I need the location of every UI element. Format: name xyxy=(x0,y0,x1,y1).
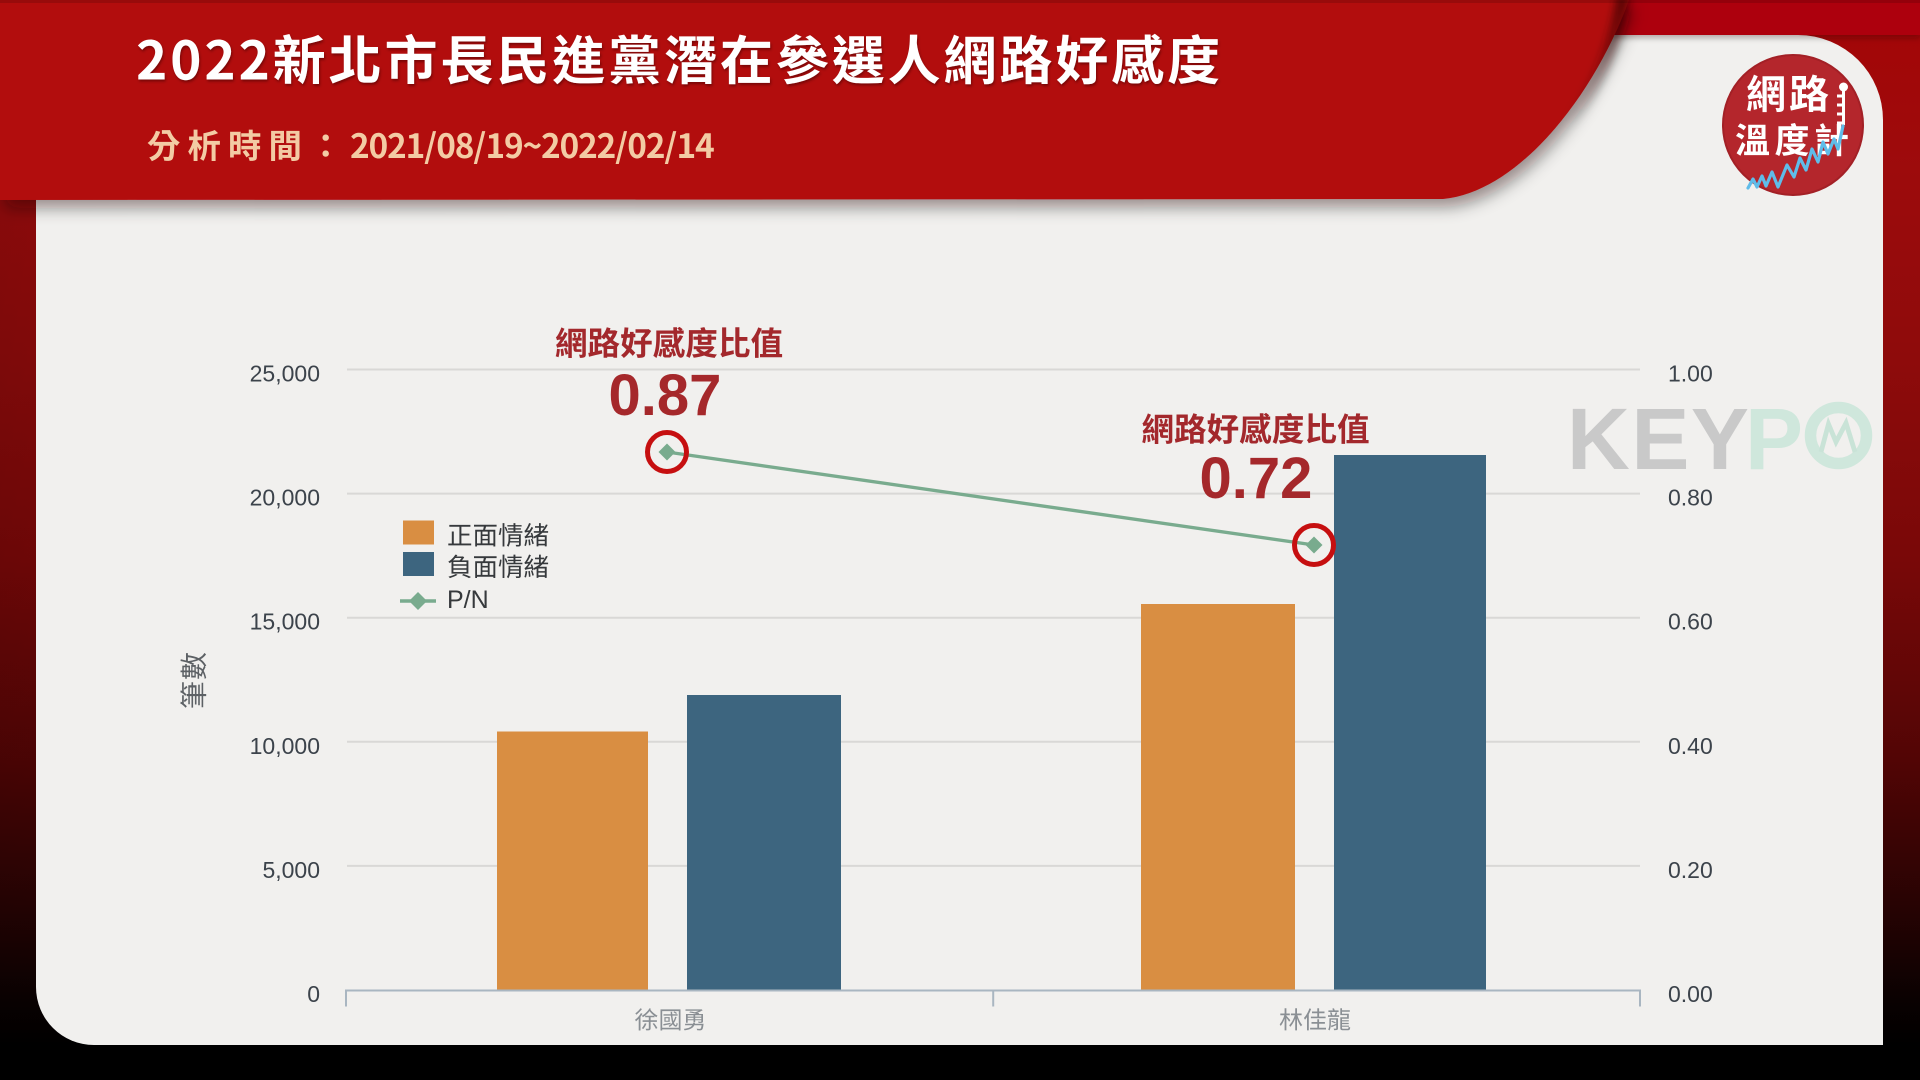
svg-text:0.60: 0.60 xyxy=(1668,609,1713,635)
svg-text:0: 0 xyxy=(307,981,320,1007)
svg-text:10,000: 10,000 xyxy=(250,733,320,759)
svg-text:P: P xyxy=(1745,391,1803,488)
svg-text:15,000: 15,000 xyxy=(250,609,320,635)
svg-text:0.40: 0.40 xyxy=(1668,733,1713,759)
svg-text:25,000: 25,000 xyxy=(250,361,320,387)
svg-text:1.00: 1.00 xyxy=(1668,361,1713,387)
svg-text:0.00: 0.00 xyxy=(1668,981,1713,1007)
svg-text:20,000: 20,000 xyxy=(250,485,320,511)
svg-text:0.80: 0.80 xyxy=(1668,485,1713,511)
svg-text:0.87: 0.87 xyxy=(609,363,722,428)
svg-text:0.72: 0.72 xyxy=(1200,446,1313,511)
svg-text:0.20: 0.20 xyxy=(1668,857,1713,883)
svg-text:5,000: 5,000 xyxy=(262,857,320,883)
svg-text:P/N: P/N xyxy=(447,586,489,614)
svg-text:KEY: KEY xyxy=(1567,391,1750,488)
